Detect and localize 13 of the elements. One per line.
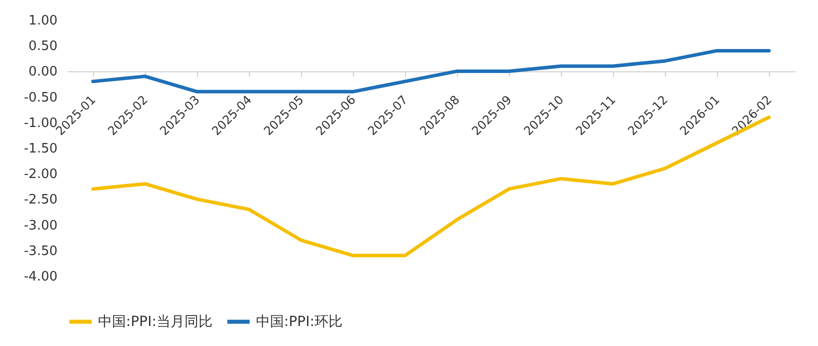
y-tick-label: 0.50: [28, 39, 58, 54]
y-tick-label: -1.50: [24, 142, 58, 156]
y-tick-label: 1.00: [28, 14, 58, 28]
y-tick-label: -3.50: [24, 244, 58, 259]
legend-label: 中国:PPI:环比: [256, 314, 342, 330]
y-tick-label: -4.00: [24, 270, 58, 284]
y-tick-label: -2.00: [24, 167, 58, 182]
y-tick-label: -0.50: [24, 90, 58, 106]
y-tick-label: -3.00: [24, 218, 58, 234]
y-tick-label: -2.50: [24, 192, 58, 208]
legend-label: 中国:PPI:当月同比: [98, 314, 212, 330]
line-series: [91, 48, 771, 94]
y-tick-label: 0.00: [28, 64, 58, 80]
